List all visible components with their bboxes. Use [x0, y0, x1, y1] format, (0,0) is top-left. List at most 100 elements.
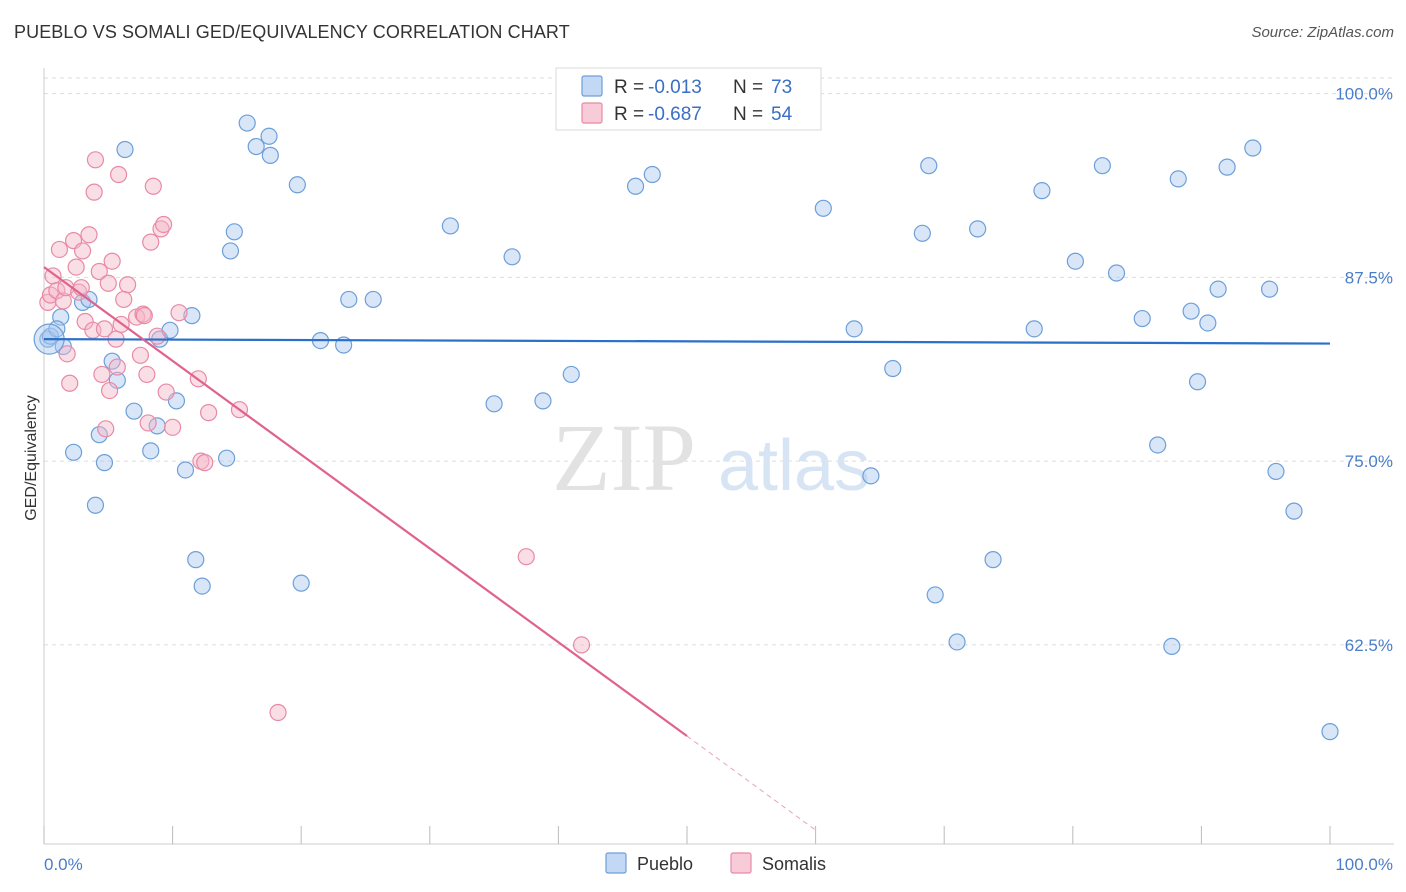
- pueblo-point: [1093, 157, 1111, 175]
- watermark-atlas: atlas: [718, 426, 870, 506]
- somalis-point: [73, 242, 92, 260]
- somalis-point: [85, 183, 103, 201]
- somalis-point: [200, 404, 218, 422]
- pueblo-point: [340, 290, 358, 309]
- pueblo-point: [193, 577, 211, 595]
- pueblo-point: [626, 177, 645, 195]
- pueblo-point: [1163, 637, 1181, 655]
- legend-n-value-pueblo: 73: [771, 77, 792, 98]
- pueblo-point: [926, 586, 944, 604]
- somalis-point: [157, 383, 175, 401]
- pueblo-point: [884, 359, 902, 378]
- somalis-point: [100, 381, 119, 400]
- pueblo-point: [292, 574, 310, 592]
- trend-line-somalis-extension: [686, 735, 816, 831]
- source-credit: Source: ZipAtlas.com: [1251, 24, 1394, 41]
- x-tick-label-max: 100.0%: [1335, 855, 1393, 874]
- somalis-point: [54, 292, 72, 310]
- trend-layer: [43, 266, 1331, 831]
- pueblo-point: [1199, 314, 1217, 332]
- points-layer: [33, 114, 1339, 741]
- somalis-point: [196, 454, 214, 472]
- somalis-point: [97, 420, 115, 438]
- pueblo-point: [562, 365, 580, 384]
- pueblo-point: [1033, 182, 1051, 200]
- pueblo-point: [1188, 373, 1207, 391]
- pueblo-point: [969, 220, 987, 238]
- somalis-point: [90, 262, 108, 281]
- somalis-point: [572, 636, 591, 654]
- somalis-point: [269, 703, 287, 722]
- pueblo-point: [364, 290, 382, 309]
- legend-n-value-somalis: 54: [771, 104, 793, 125]
- x-tick-label-min: 0.0%: [44, 855, 83, 874]
- pueblo-point: [814, 199, 832, 217]
- pueblo-point: [984, 551, 1002, 569]
- chart-title: PUEBLO VS SOMALI GED/EQUIVALENCY CORRELA…: [14, 22, 570, 42]
- gridlines: [44, 77, 1394, 646]
- pueblo-point: [90, 426, 108, 444]
- pueblo-point: [1321, 723, 1339, 741]
- pueblo-point: [1066, 252, 1084, 270]
- bottom-legend-label-pueblo: Pueblo: [637, 854, 693, 874]
- legend-r-value-pueblo: -0.013: [648, 77, 702, 98]
- legend-box: R = -0.013 N = 73 R = -0.687 N = 54: [555, 67, 822, 131]
- pueblo-point: [1025, 320, 1043, 338]
- somalis-point: [95, 320, 114, 338]
- trend-line-pueblo: [43, 338, 1331, 345]
- y-tick-label: 62.5%: [1345, 636, 1393, 655]
- pueblo-point: [183, 307, 201, 325]
- pueblo-point: [1133, 309, 1151, 328]
- pueblo-point: [64, 443, 83, 461]
- pueblo-point: [845, 320, 863, 338]
- pueblo-point: [1244, 139, 1262, 157]
- pueblo-point: [176, 461, 195, 479]
- legend-n-label-pueblo: N =: [733, 77, 763, 98]
- y-tick-label: 75.0%: [1345, 452, 1393, 471]
- somalis-point: [103, 252, 121, 270]
- bottom-legend-label-somalis: Somalis: [762, 854, 826, 874]
- pueblo-point: [1169, 170, 1187, 188]
- pueblo-point: [485, 395, 503, 413]
- pueblo-point: [441, 217, 459, 235]
- pueblo-point: [218, 449, 236, 467]
- axes: [43, 68, 1394, 845]
- somalis-point: [109, 165, 128, 184]
- series-somalis: [39, 151, 591, 722]
- pueblo-point: [643, 165, 661, 184]
- pueblo-point: [862, 467, 880, 485]
- pueblo-point: [225, 223, 243, 241]
- somalis-point: [170, 304, 188, 322]
- bottom-legend-swatch-pueblo: [605, 852, 627, 874]
- pueblo-point: [503, 248, 521, 266]
- pueblo-point: [86, 496, 105, 514]
- y-tick-label: 87.5%: [1345, 268, 1393, 287]
- legend-r-label-pueblo: R =: [614, 77, 644, 98]
- pueblo-point: [187, 551, 205, 569]
- legend-r-label-somalis: R =: [614, 104, 644, 125]
- pueblo-point: [1218, 158, 1236, 176]
- pueblo-point: [116, 140, 134, 159]
- somalis-point: [108, 358, 126, 376]
- pueblo-point: [125, 402, 143, 420]
- pueblo-point: [920, 157, 938, 175]
- somalis-point: [517, 548, 535, 566]
- pueblo-point: [1209, 280, 1227, 298]
- somalis-point: [58, 345, 76, 363]
- legend-n-label-somalis: N =: [733, 104, 763, 125]
- legend-swatch-pueblo: [581, 75, 603, 97]
- somalis-point: [67, 258, 85, 276]
- somalis-point: [86, 151, 105, 169]
- pueblo-point: [1267, 462, 1285, 481]
- legend-swatch-somalis: [581, 102, 603, 124]
- series-pueblo: [39, 114, 1339, 741]
- somalis-point: [142, 233, 160, 251]
- pueblo-point: [534, 392, 552, 410]
- pueblo-point: [142, 442, 160, 460]
- pueblo-point: [1285, 502, 1303, 520]
- pueblo-point: [260, 127, 278, 145]
- trend-line-somalis: [43, 266, 688, 737]
- y-tick-label: 100.0%: [1335, 85, 1393, 104]
- somalis-point: [93, 365, 111, 384]
